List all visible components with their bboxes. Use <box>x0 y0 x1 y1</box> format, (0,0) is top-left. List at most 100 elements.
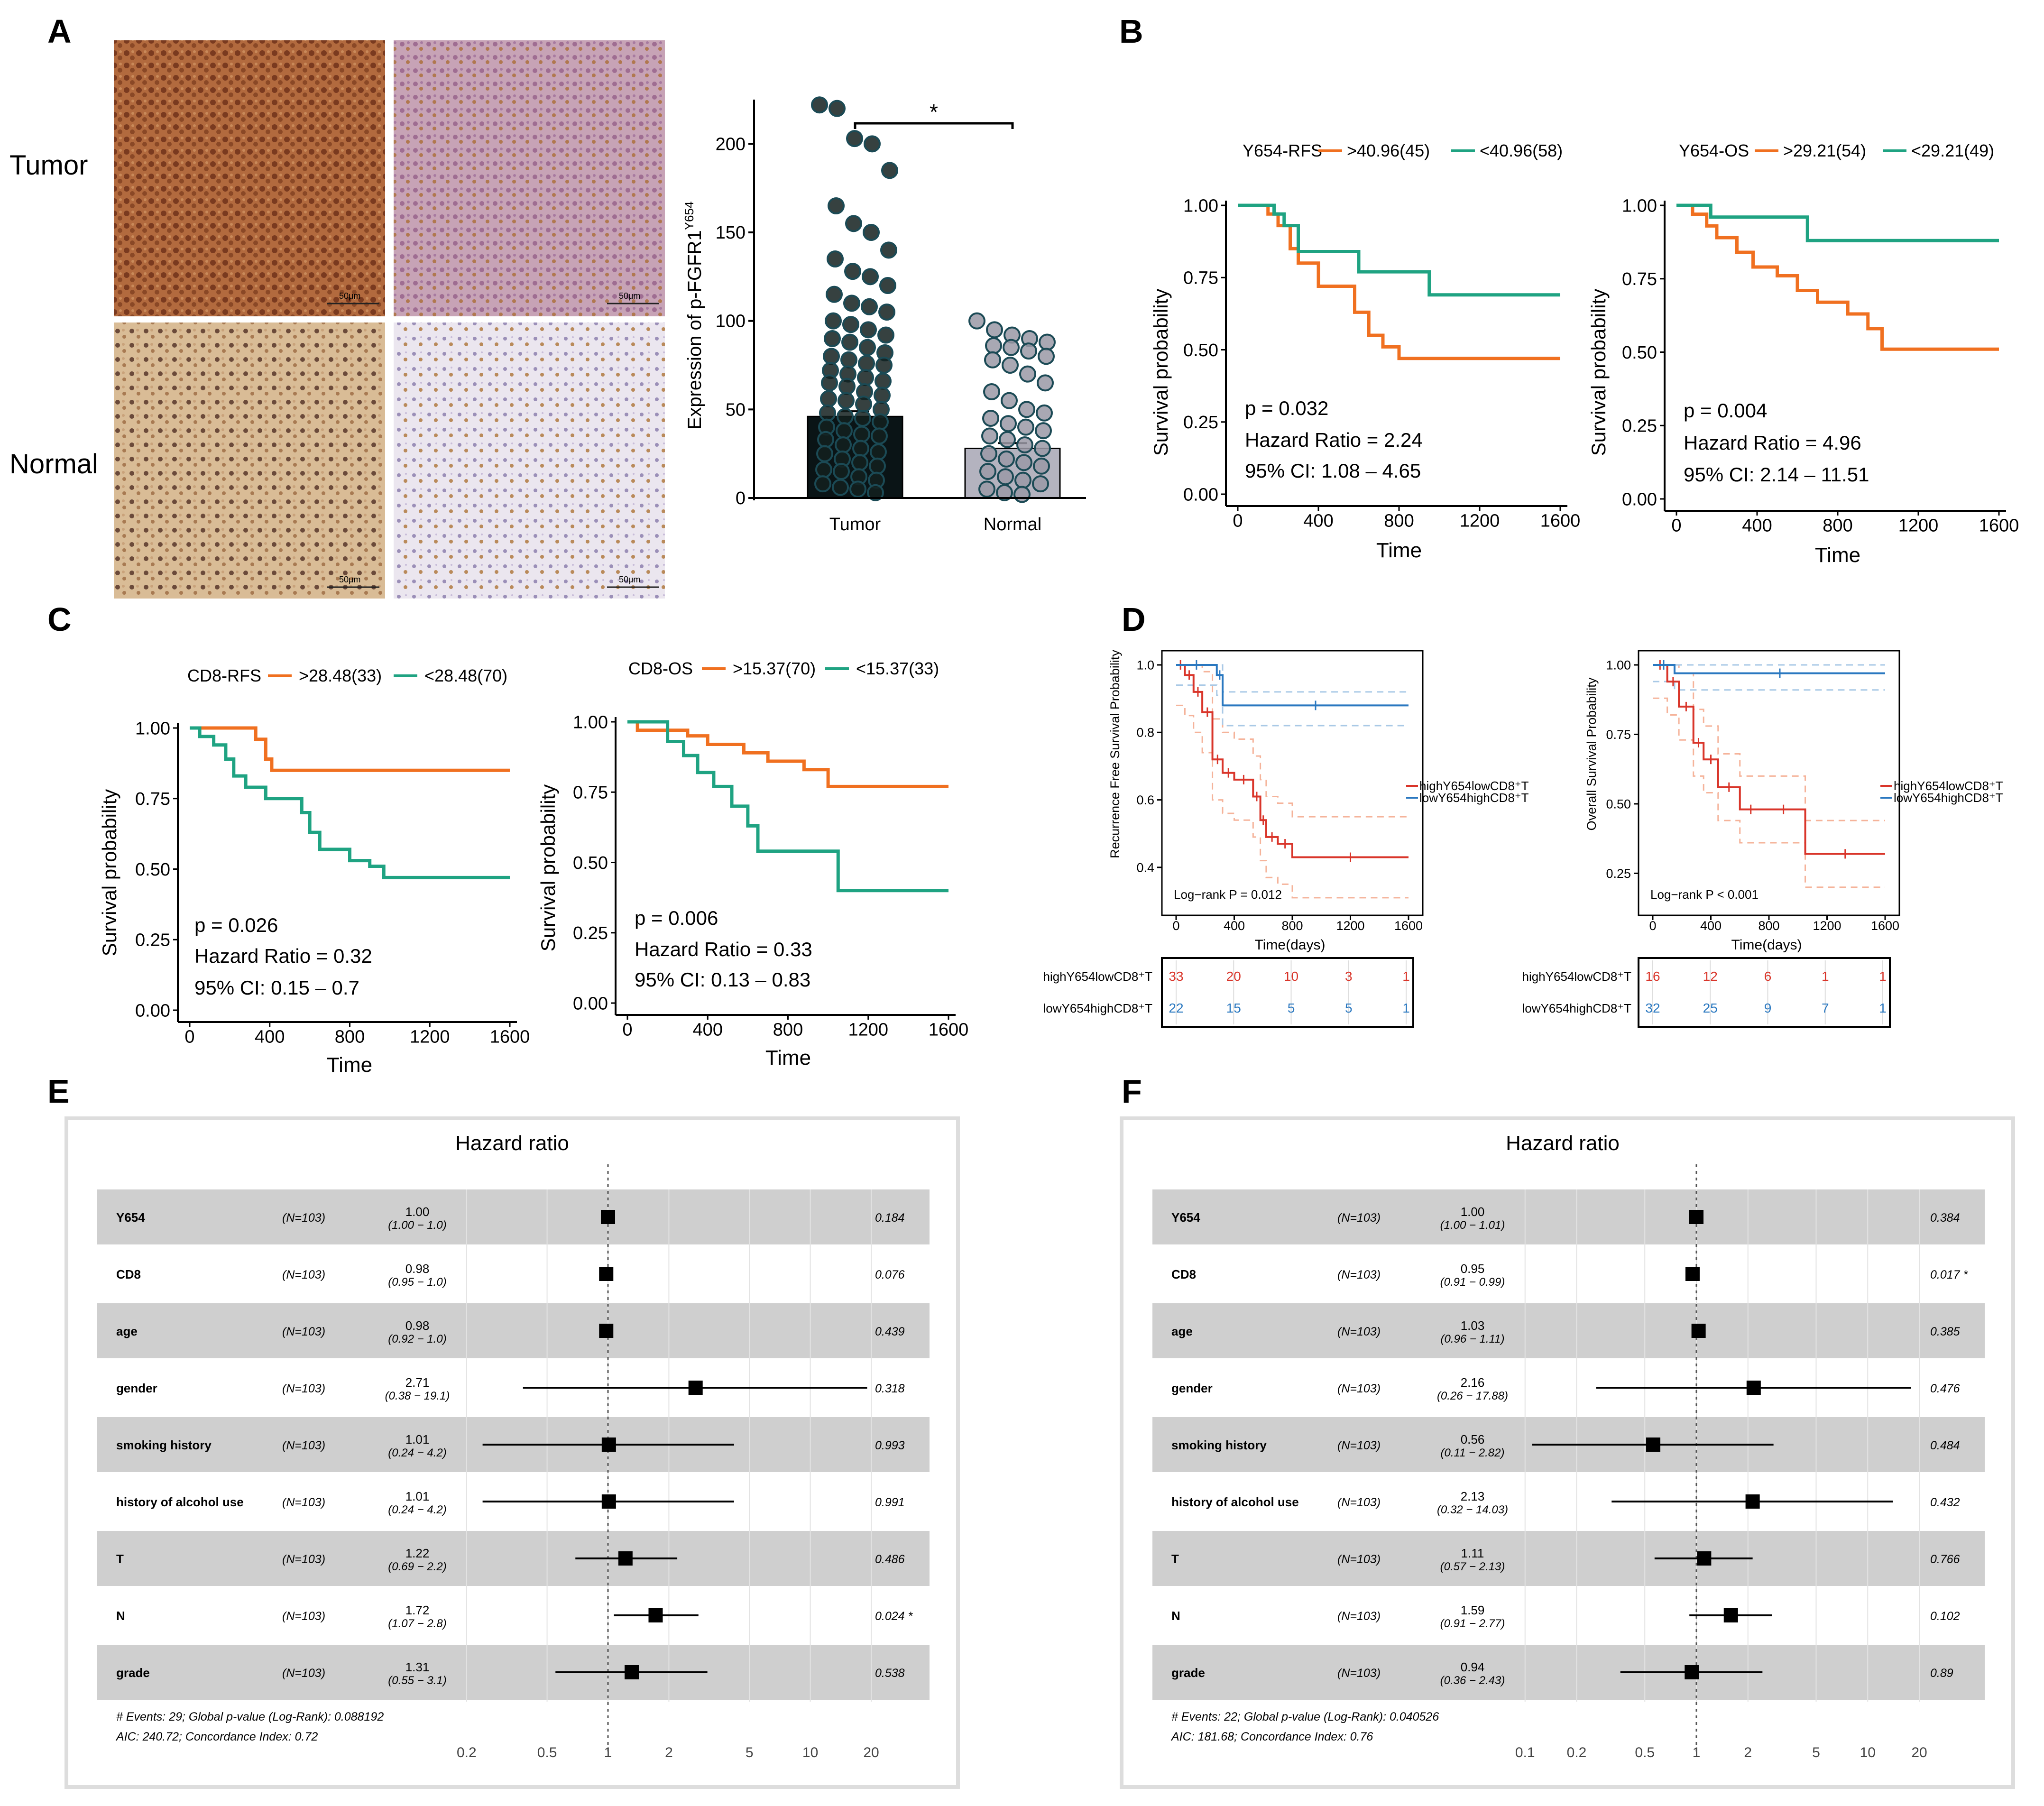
x-tick-label: 400 <box>1224 919 1245 933</box>
x-tick-label: 400 <box>255 1027 285 1047</box>
legend-high: highY654lowCD8⁺T <box>1419 779 1529 793</box>
legend-high: >40.96(45) <box>1347 141 1430 160</box>
hr-value: 1.01 <box>405 1432 430 1447</box>
p-value: 0.476 <box>1930 1382 1960 1395</box>
scale-bar-label: 50μm <box>619 291 640 301</box>
stat-hazard-ratio: Hazard Ratio = 0.33 <box>635 938 812 960</box>
data-point <box>817 431 834 448</box>
data-point <box>867 484 884 501</box>
data-point <box>842 316 859 333</box>
data-point <box>983 383 1000 400</box>
data-point <box>862 268 879 286</box>
y-tick-label: 0.8 <box>1136 726 1154 740</box>
forest-title: Hazard ratio <box>455 1132 569 1155</box>
risk-count-high: 33 <box>1169 969 1183 984</box>
significance-star: * <box>930 100 938 124</box>
y-tick-label: 150 <box>716 223 746 243</box>
legend-title: Y654-RFS <box>1243 141 1322 160</box>
p-value: 0.991 <box>875 1496 905 1509</box>
x-tick-label: 2 <box>1744 1745 1752 1760</box>
data-point <box>835 436 852 453</box>
y-tick-label: 0.25 <box>573 923 608 943</box>
data-point <box>828 197 845 214</box>
survival-curve-low <box>627 720 948 893</box>
n-label: (N=103) <box>1337 1496 1381 1509</box>
x-tick-label: 1600 <box>929 1020 969 1040</box>
hr-value: 2.16 <box>1461 1375 1485 1390</box>
survival-curve-high <box>627 720 948 788</box>
data-point <box>833 463 850 480</box>
data-point <box>1020 342 1037 360</box>
table-row-band <box>1152 1531 1985 1586</box>
x-tick-label: 0 <box>1233 511 1243 531</box>
stat-ci: 95% CI: 2.14 – 11.51 <box>1684 463 1869 486</box>
stat-ci: 95% CI: 0.15 – 0.7 <box>194 977 359 999</box>
data-point <box>849 480 866 498</box>
risk-label: lowY654highCD8⁺T <box>1522 1001 1631 1015</box>
data-point <box>845 215 862 232</box>
hr-value: 1.00 <box>1461 1205 1485 1219</box>
data-point <box>985 337 1002 354</box>
y-axis-label: Recurrence Free Survival Probability <box>1108 650 1122 858</box>
hr-value: 0.56 <box>1461 1432 1485 1447</box>
panel-b-km-rfs: Y654-RFS >40.96(45) <40.96(58) Survival … <box>1150 141 1580 562</box>
table-row-band <box>97 1645 930 1700</box>
n-label: (N=103) <box>1337 1325 1381 1338</box>
data-point <box>997 468 1014 486</box>
x-axis-label: Time(days) <box>1731 937 1802 953</box>
x-tick-label: 1200 <box>1460 511 1500 531</box>
data-point <box>1016 436 1033 453</box>
y-tick-label: 100 <box>716 312 746 332</box>
data-point <box>879 277 896 294</box>
y-tick-label: 0.25 <box>1606 866 1631 881</box>
significance-bracket <box>854 122 1014 129</box>
n-label: (N=103) <box>1337 1667 1381 1680</box>
variable-label: age <box>116 1324 138 1338</box>
n-label: (N=103) <box>1337 1610 1381 1623</box>
data-point <box>814 475 831 493</box>
x-tick-label: 800 <box>773 1020 803 1040</box>
x-tick-label: 1200 <box>410 1027 450 1047</box>
x-axis-label: Time(days) <box>1255 937 1326 953</box>
y-tick-label: 0.6 <box>1136 793 1154 807</box>
hr-marker <box>1697 1551 1712 1566</box>
y-axis-label: Overall Survival Probability <box>1584 677 1599 830</box>
data-point <box>837 408 854 425</box>
forest-footer: # Events: 22; Global p-value (Log-Rank):… <box>1171 1710 1439 1723</box>
data-point <box>979 463 996 480</box>
risk-table <box>1638 957 1891 1028</box>
hr-value: 1.01 <box>405 1489 430 1503</box>
data-point <box>827 250 844 267</box>
data-point <box>859 339 876 356</box>
risk-count-low: 9 <box>1764 1001 1772 1015</box>
data-point <box>1015 454 1032 471</box>
stat-ci: 95% CI: 0.13 – 0.83 <box>635 968 810 991</box>
data-point <box>1000 415 1017 433</box>
data-point <box>838 378 856 395</box>
x-tick-label: 1200 <box>1898 516 1939 536</box>
x-tick-label: 0 <box>184 1027 194 1047</box>
confidence-band-lower <box>1653 681 1885 691</box>
survival-curve-high <box>1676 203 1999 351</box>
hr-value: 1.00 <box>405 1205 430 1219</box>
data-point <box>853 425 870 443</box>
legend-low: lowY654highCD8⁺T <box>1894 791 2003 805</box>
ci-value: (0.38 − 19.1) <box>385 1390 450 1402</box>
data-point <box>821 374 838 392</box>
risk-label: highY654lowCD8⁺T <box>1043 969 1152 984</box>
n-label: (N=103) <box>282 1211 325 1225</box>
stat-hazard-ratio: Hazard Ratio = 4.96 <box>1684 432 1861 454</box>
data-point <box>841 333 858 351</box>
y-tick-label: 0.25 <box>1183 413 1218 433</box>
hr-value: 2.71 <box>405 1375 430 1390</box>
confidence-band-lower <box>1653 697 1885 888</box>
data-point <box>1002 357 1019 374</box>
ci-value: (0.24 − 4.2) <box>388 1447 446 1459</box>
x-tick-label: 400 <box>693 1020 723 1040</box>
x-tick-label: 0.2 <box>1567 1745 1587 1760</box>
panel-label-d: D <box>1122 601 1146 638</box>
y-tick-label: 0.00 <box>1183 485 1218 505</box>
panel-e-forest: Hazard ratio # Events: 29; Global p-valu… <box>64 1116 960 1789</box>
legend-low: <28.48(70) <box>424 666 507 685</box>
y-tick-label: 1.00 <box>135 719 170 738</box>
